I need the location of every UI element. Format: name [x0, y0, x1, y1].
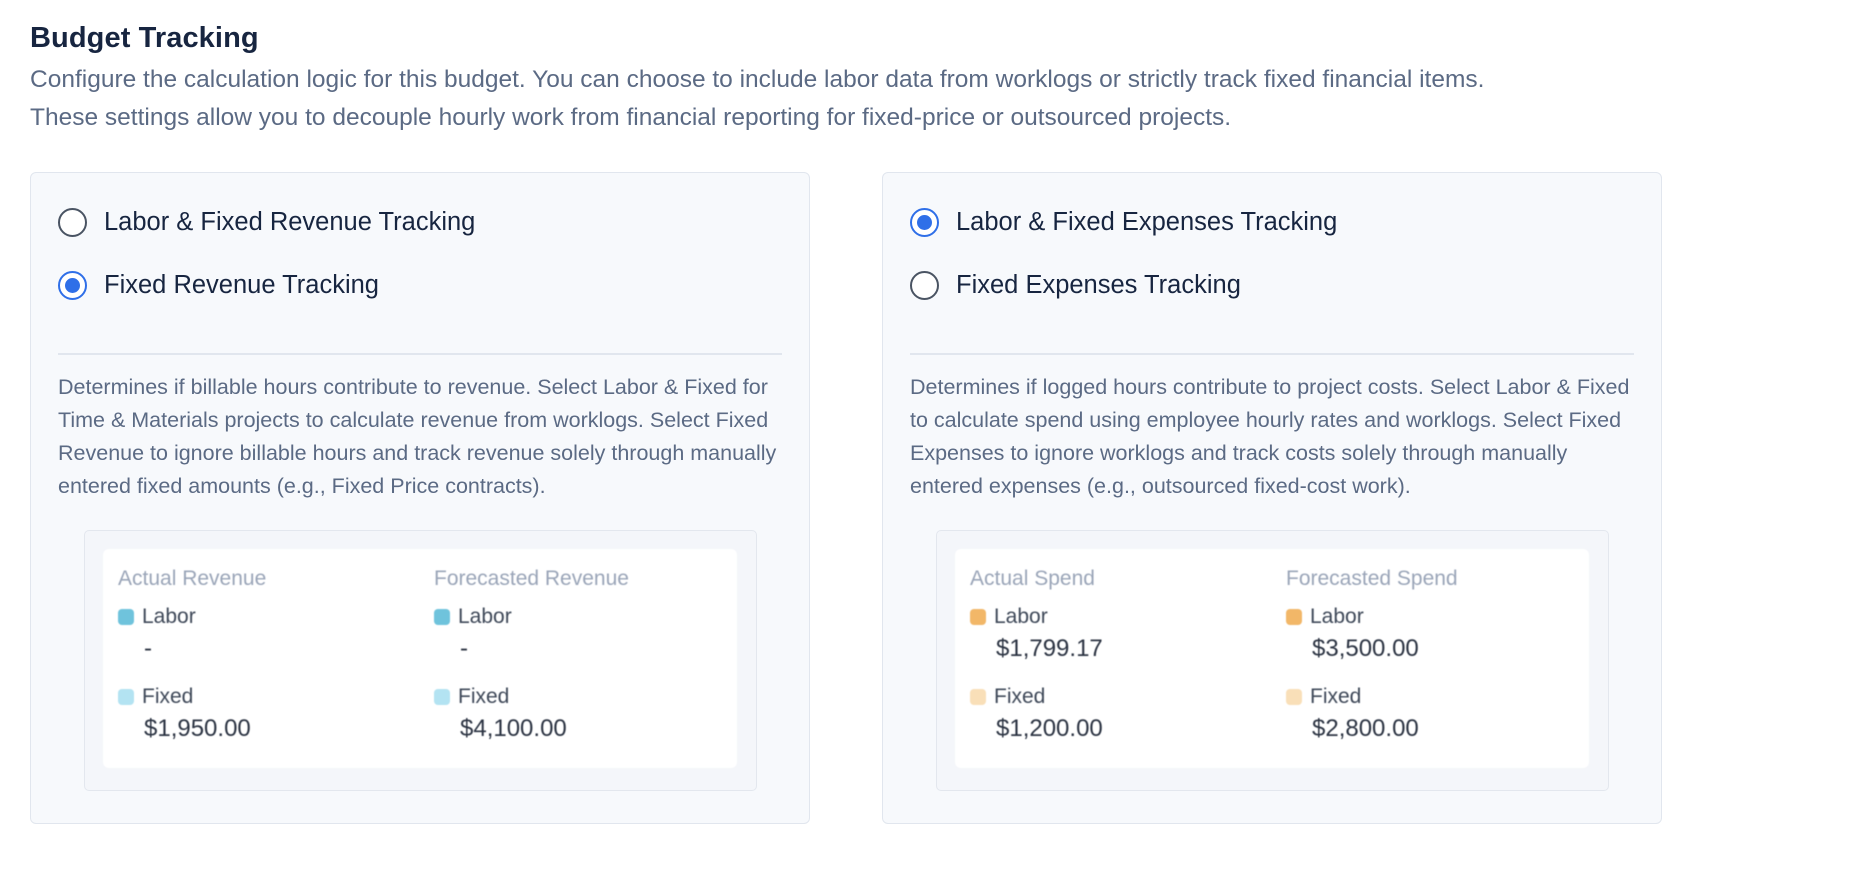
metric-value: $1,799.17: [996, 635, 1103, 662]
fixed-metric: Fixed $1,200.00: [970, 685, 1270, 745]
expenses-tracking-card: Labor & Fixed Expenses Tracking Fixed Ex…: [882, 172, 1662, 824]
metric-value: $1,200.00: [996, 715, 1103, 742]
labor-swatch: [1286, 609, 1302, 625]
metric-label: Fixed: [142, 685, 194, 708]
labor-fixed-revenue-option[interactable]: Labor & Fixed Revenue Tracking: [58, 208, 475, 237]
radio-button[interactable]: [58, 271, 87, 300]
radio-label: Fixed Revenue Tracking: [104, 271, 379, 299]
divider: [58, 353, 782, 355]
radio-dot: [65, 278, 80, 293]
labor-swatch: [118, 609, 134, 625]
expenses-preview: Actual Spend Labor $1,799.17 Fixed $1,20…: [936, 530, 1609, 791]
fixed-metric: Fixed $4,100.00: [434, 685, 734, 745]
metric-label: Labor: [994, 605, 1048, 628]
fixed-swatch: [118, 689, 134, 705]
metric-label: Fixed: [994, 685, 1046, 708]
labor-metric: Labor $3,500.00: [1286, 605, 1586, 665]
metric-value: $3,500.00: [1312, 635, 1419, 662]
metric-value: $1,950.00: [144, 715, 251, 742]
metric-value: -: [460, 635, 468, 662]
fixed-metric: Fixed $2,800.00: [1286, 685, 1586, 745]
metric-label: Labor: [458, 605, 512, 628]
expenses-preview-panel: Actual Spend Labor $1,799.17 Fixed $1,20…: [955, 549, 1589, 768]
radio-dot: [917, 215, 932, 230]
metric-label: Fixed: [458, 685, 510, 708]
metric-label: Labor: [142, 605, 196, 628]
labor-fixed-expenses-option[interactable]: Labor & Fixed Expenses Tracking: [910, 208, 1337, 237]
fixed-swatch: [1286, 689, 1302, 705]
column-heading: Actual Spend: [970, 567, 1095, 590]
fixed-metric: Fixed $1,950.00: [118, 685, 418, 745]
radio-button[interactable]: [58, 208, 87, 237]
fixed-swatch: [970, 689, 986, 705]
fixed-swatch: [434, 689, 450, 705]
forecasted-revenue-column: Forecasted Revenue Labor - Fixed $4,100.…: [434, 567, 734, 745]
fixed-revenue-option[interactable]: Fixed Revenue Tracking: [58, 271, 379, 300]
column-heading: Actual Revenue: [118, 567, 267, 590]
metric-value: -: [144, 635, 152, 662]
budget-tracking-section: Budget Tracking Configure the calculatio…: [30, 22, 1670, 824]
column-heading: Forecasted Spend: [1286, 567, 1458, 590]
forecasted-spend-column: Forecasted Spend Labor $3,500.00 Fixed $…: [1286, 567, 1586, 745]
labor-swatch: [970, 609, 986, 625]
revenue-tracking-card: Labor & Fixed Revenue Tracking Fixed Rev…: [30, 172, 810, 824]
labor-metric: Labor -: [118, 605, 418, 665]
radio-label: Labor & Fixed Revenue Tracking: [104, 208, 476, 236]
actual-spend-column: Actual Spend Labor $1,799.17 Fixed $1,20…: [970, 567, 1270, 745]
revenue-help-text: Determines if billable hours contribute …: [58, 375, 777, 498]
labor-metric: Labor $1,799.17: [970, 605, 1270, 665]
metric-label: Labor: [1310, 605, 1364, 628]
fixed-expenses-option[interactable]: Fixed Expenses Tracking: [910, 271, 1241, 300]
tracking-cards: Labor & Fixed Revenue Tracking Fixed Rev…: [30, 172, 1662, 824]
expenses-help-text: Determines if logged hours contribute to…: [910, 375, 1630, 498]
page-title: Budget Tracking: [30, 22, 259, 54]
description-line-2: These settings allow you to decouple hou…: [30, 104, 1232, 131]
metric-value: $2,800.00: [1312, 715, 1419, 742]
radio-label: Labor & Fixed Expenses Tracking: [956, 208, 1338, 236]
revenue-preview: Actual Revenue Labor - Fixed $1,950.00 F…: [84, 530, 757, 791]
radio-button[interactable]: [910, 208, 939, 237]
revenue-preview-panel: Actual Revenue Labor - Fixed $1,950.00 F…: [103, 549, 737, 768]
radio-button[interactable]: [910, 271, 939, 300]
metric-value: $4,100.00: [460, 715, 567, 742]
column-heading: Forecasted Revenue: [434, 567, 629, 590]
actual-revenue-column: Actual Revenue Labor - Fixed $1,950.00: [118, 567, 418, 745]
divider: [910, 353, 1634, 355]
radio-label: Fixed Expenses Tracking: [956, 271, 1241, 299]
page-description: Configure the calculation logic for this…: [30, 61, 1670, 137]
description-line-1: Configure the calculation logic for this…: [30, 66, 1485, 93]
metric-label: Fixed: [1310, 685, 1362, 708]
labor-swatch: [434, 609, 450, 625]
labor-metric: Labor -: [434, 605, 734, 665]
